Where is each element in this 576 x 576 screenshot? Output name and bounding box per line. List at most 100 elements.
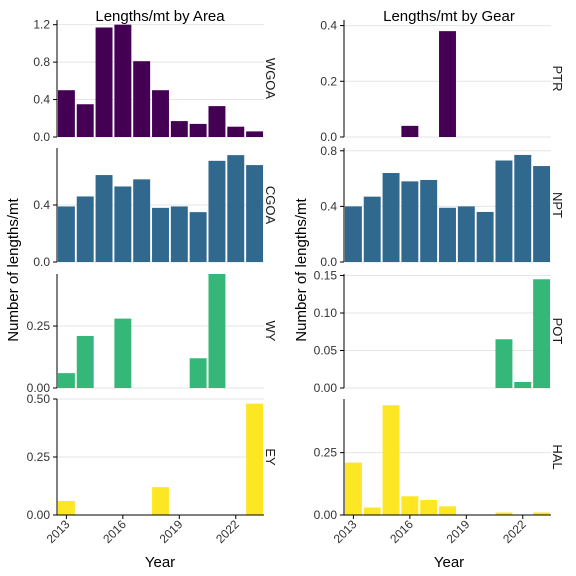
x-axis-label-area: Year	[145, 554, 175, 571]
bar-cgoa-2018	[152, 207, 169, 262]
y-tick-label: 0.0	[33, 130, 50, 144]
bar-hal-2017	[420, 500, 438, 515]
bar-wy-2020	[189, 358, 207, 388]
bar-npt-2021	[495, 160, 513, 262]
y-tick-label: 0.4	[33, 93, 50, 107]
bar-npt-2020	[476, 211, 494, 262]
y-tick-label: 0.0	[320, 130, 337, 144]
bar-wgoa-2021	[208, 106, 226, 137]
x-tick-label: 2019	[157, 517, 186, 546]
y-tick-label: 0.00	[314, 508, 338, 522]
bar-hal-2021	[495, 512, 513, 515]
chart-by-area: Lengths/mt by Area Number of lengths/mt …	[5, 8, 278, 571]
bar-npt-2017	[420, 179, 438, 262]
bar-hal-2013	[344, 462, 362, 515]
bar-hal-2014	[363, 507, 381, 515]
facet-strip-label: PTR	[550, 66, 565, 92]
bar-cgoa-2023	[246, 165, 264, 262]
x-tick-label: 2016	[387, 517, 416, 546]
y-tick-label: 0.00	[314, 381, 338, 395]
chart-by-gear: Lengths/mt by Gear Number of lengths/mt …	[293, 8, 565, 571]
y-tick-label: 0.05	[314, 344, 338, 358]
bar-ey-2013	[57, 501, 75, 515]
bar-cgoa-2019	[170, 206, 188, 262]
y-tick-label: 0.4	[320, 199, 337, 213]
bar-wgoa-2014	[76, 104, 94, 137]
bar-wy-2016	[114, 318, 132, 388]
bar-cgoa-2022	[227, 155, 245, 262]
bar-npt-2022	[514, 154, 532, 262]
bar-wgoa-2022	[227, 126, 245, 137]
x-tick-label: 2022	[213, 517, 242, 546]
bar-cgoa-2015	[95, 175, 113, 262]
bar-hal-2016	[401, 496, 419, 515]
y-tick-label: 0.4	[320, 19, 337, 33]
y-tick-label: 0.00	[27, 508, 51, 522]
x-tick-label: 2022	[500, 517, 529, 546]
bar-pot-2023	[533, 279, 551, 388]
y-axis-label-gear: Number of lengths/mt	[293, 197, 310, 341]
facet-strip-label: WGOA	[263, 58, 278, 99]
bar-npt-2023	[533, 166, 551, 262]
bar-cgoa-2014	[76, 196, 94, 262]
bar-pot-2022	[514, 382, 532, 388]
bar-wgoa-2020	[189, 123, 207, 137]
facet-panel-cgoa: 0.0 0.4 CGOA	[33, 148, 278, 269]
bar-wgoa-2023	[246, 131, 264, 137]
bar-wy-2021	[208, 274, 226, 388]
x-tick-label: 2016	[100, 517, 129, 546]
y-tick-label: 0.8	[320, 144, 337, 158]
y-tick-label: 0.15	[314, 269, 338, 283]
y-tick-label: 0.00	[27, 381, 51, 395]
bar-wgoa-2016	[114, 24, 132, 137]
y-tick-label: 0.0	[33, 255, 50, 269]
bar-cgoa-2016	[114, 186, 132, 262]
facet-strip-label: WY	[263, 321, 278, 342]
facet-panel-pot: 0.00 0.05 0.10 0.15 POT	[314, 269, 565, 396]
y-tick-label: 1.2	[33, 18, 50, 32]
y-tick-label: 0.25	[27, 450, 51, 464]
y-tick-label: 0.0	[320, 255, 337, 269]
bar-pot-2021	[495, 339, 513, 388]
bar-npt-2019	[457, 206, 475, 262]
bar-wgoa-2017	[133, 61, 151, 137]
facet-strip-label: POT	[550, 318, 565, 345]
bar-hal-2015	[382, 405, 400, 515]
y-tick-label: 0.10	[314, 306, 338, 320]
facet-panel-wgoa: 0.0 0.4 0.8 1.2 WGOA	[33, 18, 278, 144]
bar-ptr-2018	[439, 31, 456, 138]
facet-panel-ptr: 0.0 0.2 0.4 PTR	[320, 19, 565, 144]
chart-title-gear: Lengths/mt by Gear	[383, 8, 515, 25]
bar-cgoa-2013	[57, 206, 75, 262]
x-tick-label: 2019	[444, 517, 473, 546]
y-axis-label-area: Number of lengths/mt	[5, 197, 22, 341]
bar-cgoa-2017	[133, 179, 151, 262]
bar-cgoa-2021	[208, 160, 226, 262]
y-tick-label: 0.2	[320, 74, 337, 88]
bar-wgoa-2018	[152, 90, 169, 137]
bar-cgoa-2020	[189, 212, 207, 262]
y-tick-label: 0.25	[314, 446, 338, 460]
bar-ey-2023	[246, 403, 264, 515]
bar-wgoa-2013	[57, 90, 75, 137]
bar-wy-2013	[57, 373, 75, 388]
facet-strip-label: NPT	[550, 192, 565, 218]
bar-hal-2023	[533, 512, 551, 515]
y-tick-label: 0.50	[27, 392, 51, 406]
x-axis-label-gear: Year	[434, 554, 464, 571]
bar-ey-2018	[152, 487, 169, 515]
bar-wgoa-2019	[170, 121, 188, 137]
bar-ptr-2016	[401, 125, 419, 137]
facet-strip-label: HAL	[550, 444, 565, 469]
bar-hal-2018	[439, 506, 456, 515]
facet-panel-wy: 0.00 0.25 WY	[27, 274, 278, 395]
facet-strip-label: CGOA	[263, 186, 278, 225]
bar-npt-2015	[382, 173, 400, 262]
y-tick-label: 0.25	[27, 319, 51, 333]
y-tick-label: 0.4	[33, 198, 50, 212]
bar-wy-2014	[76, 335, 94, 388]
bar-npt-2013	[344, 206, 362, 262]
